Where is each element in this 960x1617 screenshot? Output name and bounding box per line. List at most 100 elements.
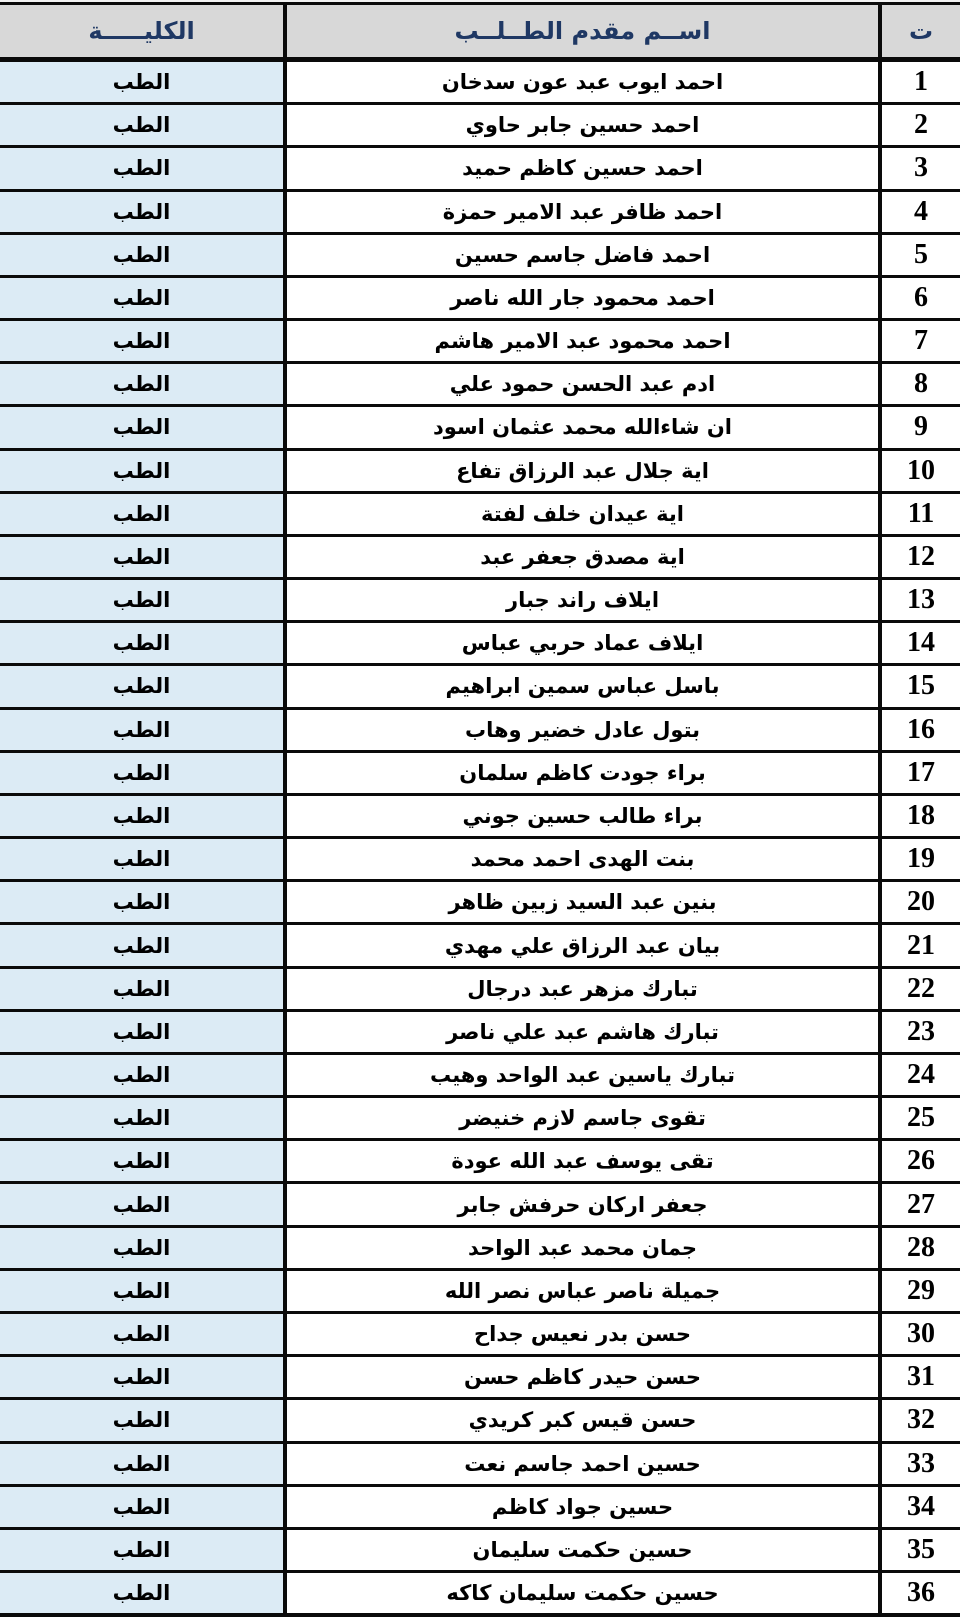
college-cell: الطب bbox=[0, 148, 283, 189]
table-header-row: ت اســم مقدم الطــلــب الكليـــــة bbox=[0, 2, 960, 62]
table-row: 36 حسين حكمت سليمان كاكه الطب bbox=[0, 1573, 960, 1617]
applicant-name-cell: ادم عبد الحسن حمود علي bbox=[283, 364, 882, 405]
row-index-cell: 21 bbox=[882, 925, 960, 966]
college-cell: الطب bbox=[0, 1270, 283, 1311]
row-index-cell: 36 bbox=[882, 1573, 960, 1614]
college-cell: الطب bbox=[0, 882, 283, 923]
table-row: 15 باسل عباس سمين ابراهيم الطب bbox=[0, 666, 960, 710]
row-index-cell: 27 bbox=[882, 1184, 960, 1225]
table-row: 5 احمد فاضل جاسم حسين الطب bbox=[0, 234, 960, 278]
row-index-cell: 8 bbox=[882, 364, 960, 405]
college-cell: الطب bbox=[0, 321, 283, 362]
college-cell: الطب bbox=[0, 277, 283, 319]
college-cell: الطب bbox=[0, 1357, 283, 1398]
applicant-name-cell: احمد حسين جابر حاوي bbox=[283, 105, 882, 146]
row-index-cell: 34 bbox=[882, 1486, 960, 1527]
applicant-name-cell: تقوى جاسم لازم خنيضر bbox=[283, 1098, 882, 1139]
row-index-cell: 7 bbox=[882, 321, 960, 362]
table-row: 29 جميلة ناصر عباس نصر الله الطب bbox=[0, 1270, 960, 1314]
row-index-cell: 30 bbox=[882, 1313, 960, 1355]
college-cell: الطب bbox=[0, 1141, 283, 1182]
applicant-name-cell: تبارك هاشم عبد علي ناصر bbox=[283, 1011, 882, 1052]
table-row: 20 بنين عبد السيد زبين ظاهر الطب bbox=[0, 882, 960, 926]
table-row: 23 تبارك هاشم عبد علي ناصر الطب bbox=[0, 1011, 960, 1055]
table-row: 6 احمد محمود جار الله ناصر الطب bbox=[0, 277, 960, 322]
header-applicant-name: اســم مقدم الطــلــب bbox=[283, 5, 882, 57]
table-row: 34 حسين جواد كاظم الطب bbox=[0, 1486, 960, 1530]
applicant-name-cell: احمد ظافر عبد الامير حمزة bbox=[283, 191, 882, 232]
college-cell: الطب bbox=[0, 450, 283, 491]
college-cell: الطب bbox=[0, 1400, 283, 1441]
applicant-name-cell: ايلاف راند جبار bbox=[283, 580, 882, 621]
college-cell: الطب bbox=[0, 795, 283, 837]
applicant-name-cell: جمان محمد عبد الواحد bbox=[283, 1227, 882, 1268]
applicant-name-cell: تقى يوسف عبد الله عودة bbox=[283, 1141, 882, 1182]
applicant-name-cell: حسين حكمت سليمان bbox=[283, 1529, 882, 1571]
table-row: 13 ايلاف راند جبار الطب bbox=[0, 580, 960, 624]
table-row: 3 احمد حسين كاظم حميد الطب bbox=[0, 148, 960, 192]
table-row: 17 براء جودت كاظم سلمان الطب bbox=[0, 752, 960, 796]
college-cell: الطب bbox=[0, 105, 283, 146]
applicant-name-cell: حسن حيدر كاظم حسن bbox=[283, 1357, 882, 1398]
row-index-cell: 23 bbox=[882, 1011, 960, 1052]
college-cell: الطب bbox=[0, 364, 283, 405]
college-cell: الطب bbox=[0, 191, 283, 232]
table-row: 27 جعفر اركان حرفش جابر الطب bbox=[0, 1184, 960, 1228]
applicant-name-cell: حسين جواد كاظم bbox=[283, 1486, 882, 1527]
table-row: 30 حسن بدر نعيس جداح الطب bbox=[0, 1313, 960, 1358]
row-index-cell: 28 bbox=[882, 1227, 960, 1268]
college-cell: الطب bbox=[0, 1184, 283, 1225]
row-index-cell: 13 bbox=[882, 580, 960, 621]
college-cell: الطب bbox=[0, 1227, 283, 1268]
row-index-cell: 20 bbox=[882, 882, 960, 923]
applicant-name-cell: احمد فاضل جاسم حسين bbox=[283, 234, 882, 275]
row-index-cell: 33 bbox=[882, 1443, 960, 1484]
table-row: 16 بتول عادل خضير وهاب الطب bbox=[0, 709, 960, 753]
row-index-cell: 15 bbox=[882, 666, 960, 707]
college-cell: الطب bbox=[0, 1573, 283, 1614]
top-crop-strip bbox=[0, 0, 960, 2]
table-row: 12 اية مصدق جعفر عبد الطب bbox=[0, 536, 960, 581]
table-row: 11 اية عيدان خلف لفتة الطب bbox=[0, 493, 960, 537]
applicant-name-cell: حسين احمد جاسم نعت bbox=[283, 1443, 882, 1484]
applicant-name-cell: بيان عبد الرزاق علي مهدي bbox=[283, 925, 882, 966]
college-cell: الطب bbox=[0, 1443, 283, 1484]
row-index-cell: 9 bbox=[882, 407, 960, 448]
header-index: ت bbox=[908, 17, 934, 45]
applicant-name-cell: باسل عباس سمين ابراهيم bbox=[283, 666, 882, 707]
college-cell: الطب bbox=[0, 234, 283, 275]
applicant-name-cell: براء جودت كاظم سلمان bbox=[283, 752, 882, 793]
row-index-cell: 3 bbox=[882, 148, 960, 189]
college-cell: الطب bbox=[0, 1529, 283, 1571]
table-row: 31 حسن حيدر كاظم حسن الطب bbox=[0, 1357, 960, 1401]
college-cell: الطب bbox=[0, 839, 283, 880]
applicant-name-cell: حسن بدر نعيس جداح bbox=[283, 1313, 882, 1355]
row-index-cell: 29 bbox=[882, 1270, 960, 1311]
table-row: 25 تقوى جاسم لازم خنيضر الطب bbox=[0, 1098, 960, 1142]
row-index-cell: 35 bbox=[882, 1529, 960, 1571]
applicant-name-cell: بنين عبد السيد زبين ظاهر bbox=[283, 882, 882, 923]
applicant-name-cell: بتول عادل خضير وهاب bbox=[283, 709, 882, 750]
college-cell: الطب bbox=[0, 752, 283, 793]
table-row: 24 تبارك ياسين عبد الواحد وهيب الطب bbox=[0, 1054, 960, 1099]
college-cell: الطب bbox=[0, 1313, 283, 1355]
header-college: الكليـــــة bbox=[88, 17, 195, 45]
row-index-cell: 11 bbox=[882, 493, 960, 534]
row-index-cell: 18 bbox=[882, 795, 960, 837]
row-index-cell: 32 bbox=[882, 1400, 960, 1441]
table-row: 2 احمد حسين جابر حاوي الطب bbox=[0, 105, 960, 149]
table-row: 14 ايلاف عماد حربي عباس الطب bbox=[0, 623, 960, 667]
row-index-cell: 25 bbox=[882, 1098, 960, 1139]
college-cell: الطب bbox=[0, 1098, 283, 1139]
applicant-name-cell: ان شاءالله محمد عثمان اسود bbox=[283, 407, 882, 448]
college-cell: الطب bbox=[0, 536, 283, 578]
college-cell: الطب bbox=[0, 925, 283, 966]
college-cell: الطب bbox=[0, 666, 283, 707]
college-cell: الطب bbox=[0, 623, 283, 664]
applicant-name-cell: احمد ايوب عبد عون سدخان bbox=[283, 62, 882, 103]
applicant-name-cell: تبارك ياسين عبد الواحد وهيب bbox=[283, 1054, 882, 1096]
applicant-name-cell: جعفر اركان حرفش جابر bbox=[283, 1184, 882, 1225]
table-row: 21 بيان عبد الرزاق علي مهدي الطب bbox=[0, 925, 960, 969]
applicant-name-cell: ايلاف عماد حربي عباس bbox=[283, 623, 882, 664]
